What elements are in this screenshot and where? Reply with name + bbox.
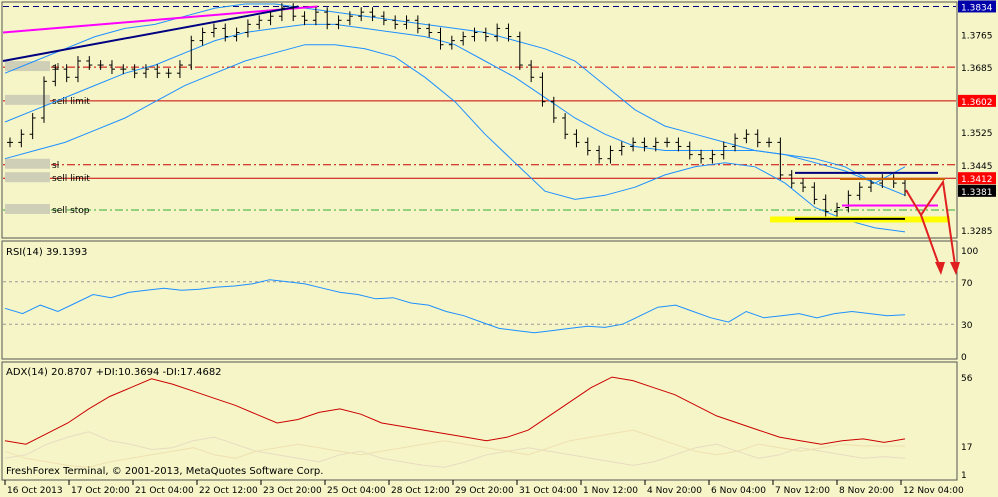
time-tick-label: 16 Oct 2013 <box>7 486 63 496</box>
time-tick-label: 4 Nov 20:00 <box>647 486 702 496</box>
trendline <box>2 5 318 34</box>
arrow-head-icon <box>935 262 945 275</box>
adx-tick-label: 56 <box>961 374 973 384</box>
rsi-panel[interactable] <box>1 240 958 360</box>
price-highlight <box>958 94 996 107</box>
rsi-tick-label: 70 <box>961 279 973 289</box>
order-label: sl <box>52 161 59 171</box>
order-label: sell limit <box>52 97 90 107</box>
order-label-mask <box>5 203 50 214</box>
price-tick-label: 1.3525 <box>961 129 993 139</box>
trendlines[interactable] <box>2 5 318 62</box>
order-label: sell limit <box>52 174 90 184</box>
bollinger-middle <box>4 23 906 196</box>
price-tick-label: 1.3285 <box>961 227 993 237</box>
time-tick-label: 21 Oct 04:00 <box>135 486 194 496</box>
rsi-series <box>4 279 906 334</box>
price-axis: 1.3834 1.3765 1.3685 1.3602 1.3525 1.3445 1.34… <box>958 0 996 237</box>
forecast-arrow-path <box>905 179 956 266</box>
time-tick-label: 29 Oct 20:00 <box>455 486 514 496</box>
arrow-head-icon <box>950 262 960 275</box>
rsi-line <box>4 279 906 334</box>
adx-series <box>4 376 906 445</box>
current-price-highlight <box>958 184 996 197</box>
order-label-mask <box>5 94 50 105</box>
rsi-levels <box>3 281 956 325</box>
price-highlight <box>958 0 996 13</box>
time-tick-label: 23 Oct 20:00 <box>263 486 322 496</box>
bollinger-bands <box>4 3 906 233</box>
adx-tick-label: 17 <box>961 443 972 453</box>
time-tick-label: 25 Oct 04:00 <box>327 486 386 496</box>
order-label-mask <box>5 158 50 169</box>
adx-lines <box>4 376 906 468</box>
rsi-tick-label: 100 <box>961 247 978 257</box>
bollinger-lower <box>4 44 906 233</box>
forecast-arrow-path <box>920 214 941 269</box>
time-tick-label: 1 Nov 12:00 <box>583 486 638 496</box>
time-tick-label: 6 Nov 04:00 <box>711 486 766 496</box>
price-levels <box>3 5 956 211</box>
time-tick-label: 12 Nov 04:00 <box>903 486 964 496</box>
time-tick-label: 31 Oct 04:00 <box>519 486 578 496</box>
current-price-label: 1.3381 <box>961 188 993 198</box>
plus-di-series <box>4 431 906 468</box>
time-tick-label: 7 Nov 12:00 <box>775 486 830 496</box>
order-label: sell stop <box>52 206 90 216</box>
price-panel[interactable] <box>1 1 958 239</box>
rsi-title: RSI(14) 39.1393 <box>6 247 87 258</box>
time-tick-label: 28 Oct 12:00 <box>391 486 450 496</box>
time-tick-label: 8 Nov 20:00 <box>839 486 894 496</box>
price-tick-label: 1.3765 <box>961 32 993 42</box>
trendline <box>2 5 299 62</box>
order-label-mask <box>5 172 50 183</box>
footer-copyright: FreshForex Terminal, © 2001-2013, MetaQu… <box>6 466 323 477</box>
rsi-tick-label: 30 <box>961 321 973 331</box>
price-tick-label: 1.3412 <box>961 175 993 185</box>
minus-di-series <box>4 429 905 468</box>
price-highlight <box>958 172 996 185</box>
rsi-axis: 100 70 30 0 <box>961 247 978 363</box>
rsi-tick-label: 0 <box>961 353 967 363</box>
analyst-drawings[interactable] <box>770 171 960 275</box>
adx-panel[interactable] <box>1 361 958 481</box>
price-tick-label: 1.3685 <box>961 64 993 74</box>
adx-tick-label: 1 <box>961 471 967 481</box>
price-tick-label: 1.3602 <box>961 98 993 108</box>
price-tick-label: 1.3445 <box>961 162 993 172</box>
price-tick-label: 1.3834 <box>961 3 993 13</box>
adx-title: ADX(14) 20.8707 +DI:10.3694 -DI:17.4682 <box>6 367 222 378</box>
order-label-mask <box>5 61 50 72</box>
time-tick-label: 17 Oct 20:00 <box>71 486 130 496</box>
price-bars <box>7 3 908 217</box>
adx-axis: 56 17 1 <box>961 374 973 481</box>
time-tick-label: 22 Oct 12:00 <box>199 486 258 496</box>
time-axis: 16 Oct 2013 17 Oct 20:00 21 Oct 04:00 22 Oc… <box>4 480 964 496</box>
